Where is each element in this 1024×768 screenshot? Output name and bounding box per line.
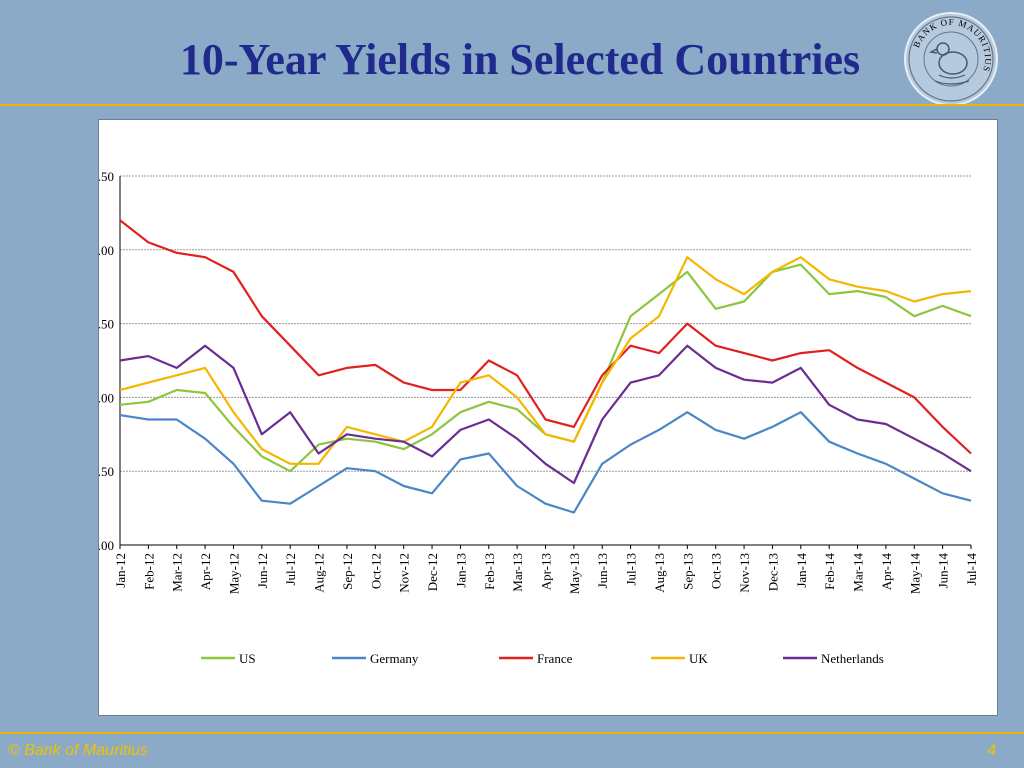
x-tick-label: Jun-14 bbox=[936, 553, 951, 589]
x-tick-label: Sep-13 bbox=[680, 553, 695, 590]
x-tick-label: Jul-14 bbox=[964, 553, 979, 586]
x-tick-label: Jun-12 bbox=[255, 553, 270, 588]
x-tick-label: Feb-14 bbox=[822, 553, 837, 590]
x-tick-label: Feb-13 bbox=[482, 553, 497, 590]
x-tick-label: Apr-14 bbox=[879, 553, 894, 591]
x-tick-label: Dec-13 bbox=[765, 553, 780, 591]
legend-label: US bbox=[239, 651, 256, 666]
x-tick-label: Dec-12 bbox=[425, 553, 440, 591]
series-line-france bbox=[119, 219, 972, 455]
axes: 1.00 1.50 2.00 2.50 3.00 3.50 Jan-12 Feb-12 Mar-… bbox=[99, 169, 979, 594]
y-tick-label: 3.50 bbox=[99, 169, 114, 184]
x-tick-label: Jan-14 bbox=[794, 553, 809, 588]
title-divider bbox=[0, 104, 1024, 106]
x-tick-label: Apr-12 bbox=[198, 553, 213, 590]
legend-label: France bbox=[537, 651, 573, 666]
legend-label: Netherlands bbox=[821, 651, 884, 666]
x-tick-label: Mar-12 bbox=[170, 553, 185, 592]
legend-label: Germany bbox=[370, 651, 419, 666]
y-tick-label: 1.00 bbox=[99, 538, 114, 553]
x-tick-label: Apr-13 bbox=[539, 553, 554, 590]
x-tick-label: Jan-12 bbox=[113, 553, 128, 588]
x-tick-label: Mar-14 bbox=[851, 553, 866, 592]
x-tick-label: Jul-13 bbox=[624, 553, 639, 586]
x-tick-label: Jun-13 bbox=[595, 553, 610, 588]
x-tick-label: Feb-12 bbox=[141, 553, 156, 590]
x-tick-label: Oct-12 bbox=[368, 553, 383, 589]
y-tick-label: 2.50 bbox=[99, 317, 114, 332]
slide-title: 10-Year Yields in Selected Countries bbox=[179, 35, 861, 84]
x-tick-label: Jul-12 bbox=[283, 553, 298, 586]
footer-copyright: © Bank of Mauritius bbox=[8, 742, 148, 759]
y-tick-label: 1.50 bbox=[99, 464, 114, 479]
series-lines bbox=[119, 219, 972, 514]
x-tick-label: Jan-13 bbox=[453, 553, 468, 588]
y-tick-label: 3.00 bbox=[99, 243, 114, 258]
series-line-netherlands bbox=[119, 344, 972, 485]
legend-label: UK bbox=[689, 651, 708, 666]
series-line-germany bbox=[119, 411, 972, 514]
x-tick-label: Sep-12 bbox=[340, 553, 355, 590]
x-tick-label: Nov-13 bbox=[737, 553, 752, 593]
bank-seal-icon: BANK OF MAURITIUS bbox=[904, 12, 998, 106]
series-line-uk bbox=[119, 256, 972, 465]
x-tick-label: Oct-13 bbox=[709, 553, 724, 589]
page-number: 4 bbox=[987, 742, 996, 759]
chart-panel: 1.00 1.50 2.00 2.50 3.00 3.50 Jan-12 Feb-12 Mar-… bbox=[98, 119, 998, 716]
yield-line-chart: 1.00 1.50 2.00 2.50 3.00 3.50 Jan-12 Feb-12 Mar-… bbox=[99, 169, 979, 666]
y-tick-label: 2.00 bbox=[99, 390, 114, 405]
x-tick-label: May-13 bbox=[567, 553, 582, 594]
legend: US Germany France UK Netherlands bbox=[201, 651, 884, 666]
x-tick-label: Nov-12 bbox=[397, 553, 412, 593]
x-tick-label: Mar-13 bbox=[510, 553, 525, 592]
x-tick-label: Aug-13 bbox=[652, 553, 667, 593]
gridlines bbox=[120, 175, 971, 472]
x-tick-label: May-14 bbox=[907, 553, 922, 595]
x-tick-label: May-12 bbox=[226, 553, 241, 594]
x-tick-label: Aug-12 bbox=[312, 553, 327, 593]
footer-divider bbox=[0, 732, 1024, 734]
